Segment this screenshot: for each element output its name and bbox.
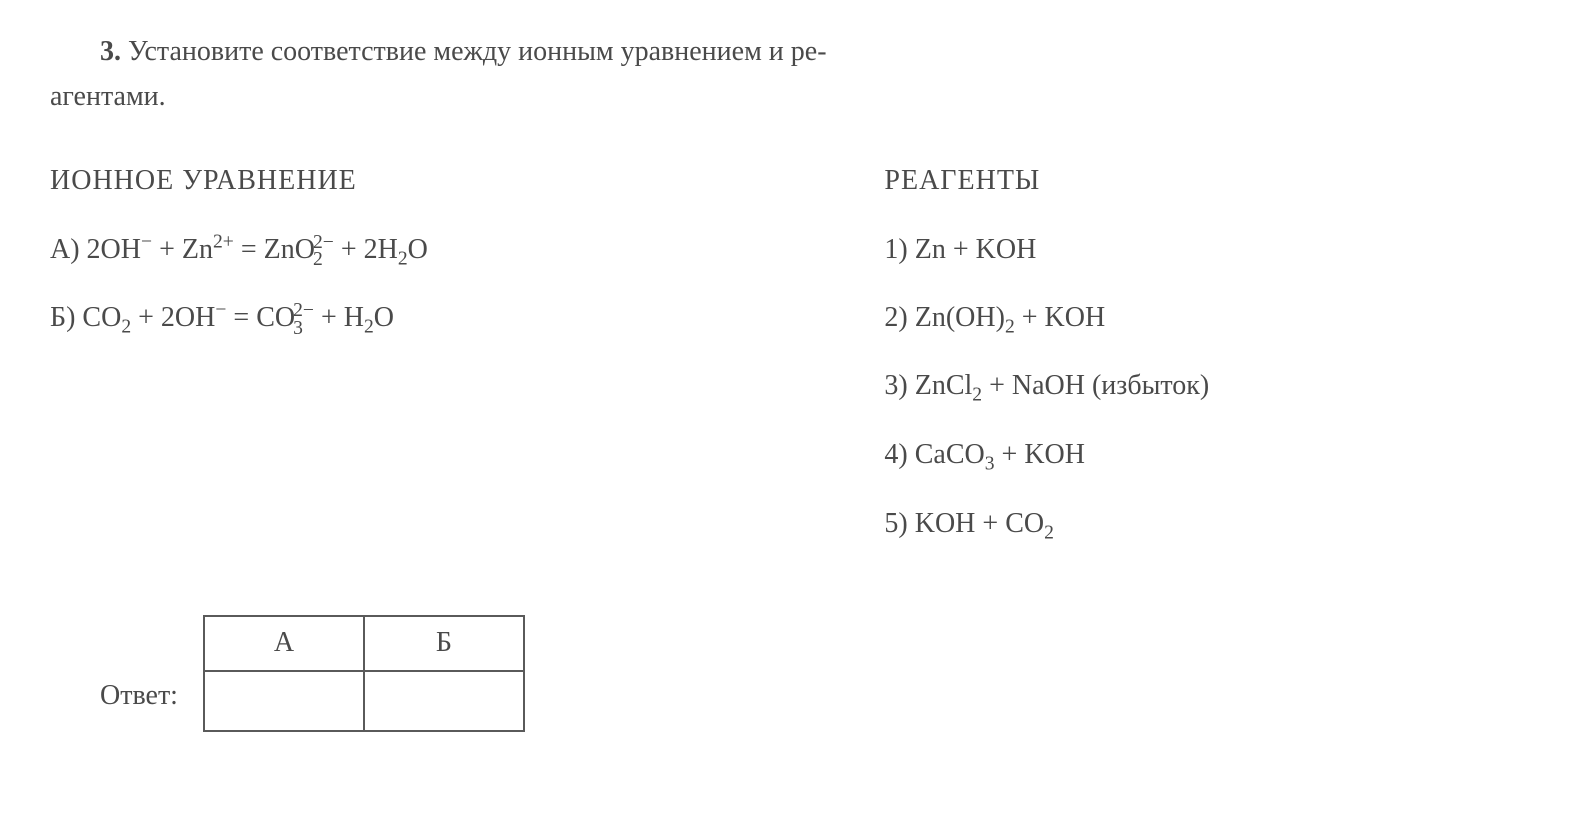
equation-a: А) 2OH− + Zn2+ = ZnO2−2 + 2H2O: [50, 222, 825, 279]
problem-text-line2: агентами.: [50, 81, 166, 112]
reagent-4: 4) CaCO3 + KOH: [884, 427, 1540, 484]
reagent-2-num: 2): [884, 302, 914, 333]
equation-b: Б) CO2 + 2OH− = CO2−3 + H2O: [50, 290, 825, 347]
reagent-1: 1) Zn + KOH: [884, 222, 1540, 278]
reagent-3: 3) ZnCl2 + NaOH (избыток): [884, 358, 1540, 415]
reagents-header: РЕАГЕНТЫ: [884, 165, 1540, 197]
answer-header-b: Б: [364, 616, 524, 671]
two-column-layout: ИОННОЕ УРАВНЕНИЕ А) 2OH− + Zn2+ = ZnO2−2…: [50, 165, 1540, 565]
problem-statement: 3. Установите соответствие между ионным …: [50, 30, 1540, 120]
equation-a-content: 2OH− + Zn2+ = ZnO2−2 + 2H2O: [87, 234, 428, 265]
reagent-3-num: 3): [884, 370, 914, 401]
answer-table: А Б: [203, 615, 525, 732]
reagent-2-content: Zn(OH)2 + KOH: [915, 302, 1105, 333]
ionic-equation-column: ИОННОЕ УРАВНЕНИЕ А) 2OH− + Zn2+ = ZnO2−2…: [50, 165, 825, 565]
answer-label: Ответ:: [100, 680, 178, 732]
reagent-5-content: KOH + CO2: [915, 508, 1054, 539]
equation-b-label: Б): [50, 302, 82, 333]
answer-cell-a[interactable]: [204, 671, 364, 731]
reagent-4-content: CaCO3 + KOH: [915, 439, 1085, 470]
answer-table-header-row: А Б: [204, 616, 524, 671]
answer-table-input-row: [204, 671, 524, 731]
reagent-5-num: 5): [884, 508, 914, 539]
answer-header-a: А: [204, 616, 364, 671]
ionic-equation-header: ИОННОЕ УРАВНЕНИЕ: [50, 165, 825, 197]
reagent-3-content: ZnCl2 + NaOH (избыток): [915, 370, 1209, 401]
equation-b-content: CO2 + 2OH− = CO2−3 + H2O: [82, 302, 394, 333]
reagent-1-num: 1): [884, 234, 914, 265]
reagent-2: 2) Zn(OH)2 + KOH: [884, 290, 1540, 347]
reagents-column: РЕАГЕНТЫ 1) Zn + KOH 2) Zn(OH)2 + KOH 3)…: [884, 165, 1540, 565]
problem-text-line1: Установите соответствие между ионным ура…: [128, 36, 827, 67]
answer-section: Ответ: А Б: [100, 615, 1540, 732]
answer-cell-b[interactable]: [364, 671, 524, 731]
reagent-1-content: Zn + KOH: [915, 234, 1037, 265]
equation-a-label: А): [50, 234, 87, 265]
problem-number: 3.: [100, 36, 121, 67]
reagent-5: 5) KOH + CO2: [884, 496, 1540, 553]
reagent-4-num: 4): [884, 439, 914, 470]
